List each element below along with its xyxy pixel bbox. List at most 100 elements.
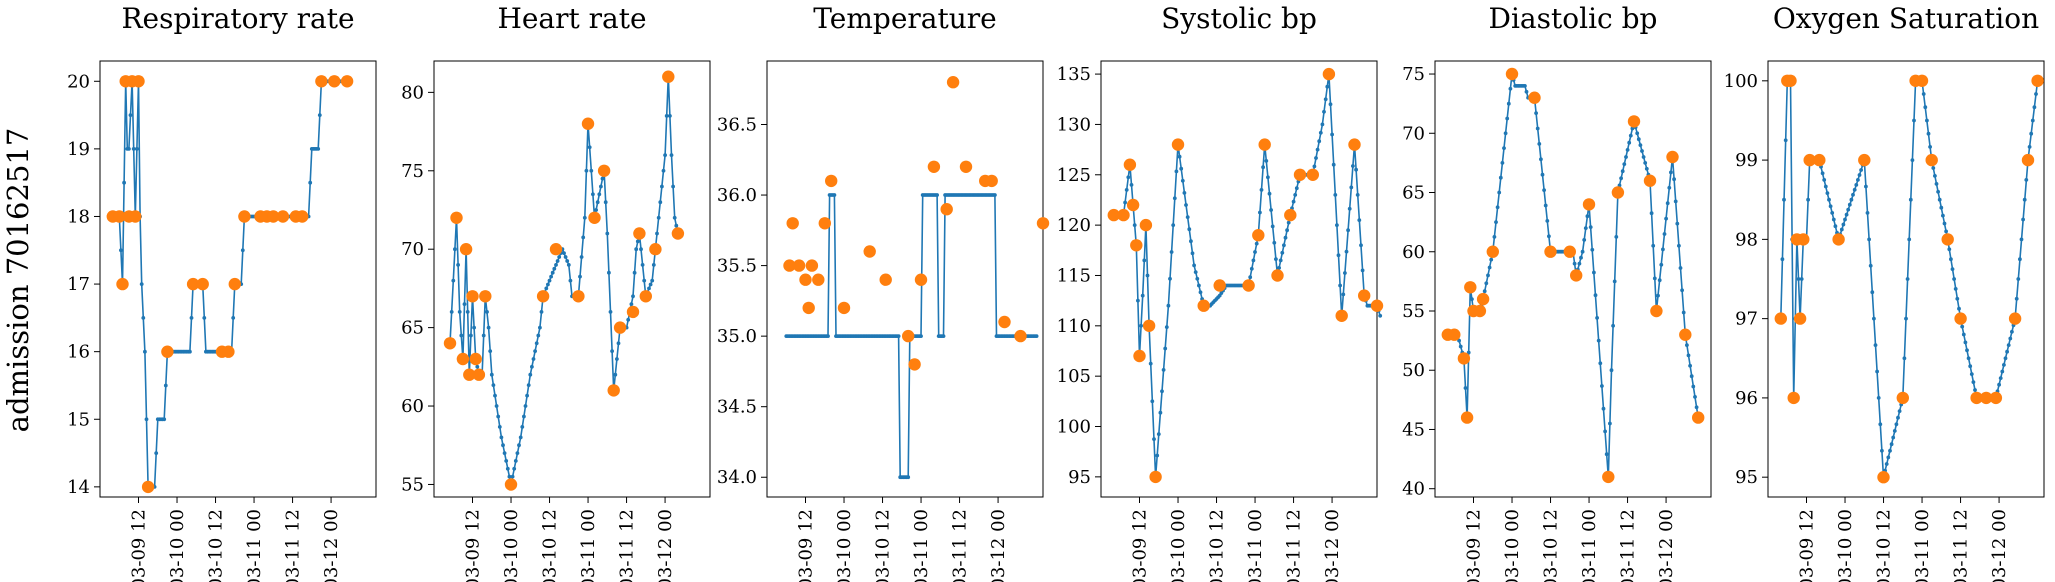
- series-marker: [1839, 227, 1844, 232]
- series-marker: [1333, 193, 1338, 197]
- series-marker: [1251, 258, 1256, 263]
- series-marker: [1694, 405, 1699, 410]
- series-marker: [1494, 220, 1498, 225]
- series-marker: [1545, 219, 1550, 223]
- series-marker: [162, 417, 167, 422]
- series-marker: [499, 435, 504, 440]
- observed-point: [607, 384, 620, 397]
- observed-point: [792, 259, 806, 272]
- series-marker: [1908, 197, 1913, 202]
- series-marker: [2014, 296, 2019, 301]
- observed-point: [1306, 168, 1320, 181]
- series-marker: [188, 349, 192, 354]
- observed-point: [1473, 304, 1487, 318]
- series-marker: [1965, 348, 1969, 353]
- series-marker: [1971, 380, 1976, 384]
- x-tick-label: 03-11 12: [950, 509, 971, 582]
- panel-title: Temperature: [813, 2, 996, 35]
- series-marker: [1799, 277, 1804, 281]
- series-marker: [1506, 101, 1511, 106]
- axes-frame: [433, 60, 711, 498]
- x-tick-label: 03-09 12: [1797, 509, 1818, 582]
- series-marker: [607, 270, 611, 275]
- series-marker: [568, 278, 573, 283]
- series-marker: [1497, 190, 1502, 195]
- series-marker: [1320, 122, 1325, 127]
- series-marker: [608, 310, 613, 314]
- series-marker: [1540, 172, 1545, 177]
- series-marker: [1665, 201, 1670, 206]
- series-marker: [1248, 275, 1253, 280]
- observed-point: [1464, 281, 1477, 294]
- series-marker: [1830, 211, 1835, 215]
- x-tick-label: 03-12 00: [655, 509, 676, 582]
- series-marker: [1652, 276, 1657, 281]
- x-tick-label: 03-09 12: [1464, 509, 1485, 582]
- series-marker: [1312, 164, 1317, 169]
- series-marker: [1583, 226, 1588, 231]
- series-marker: [669, 153, 674, 158]
- observed-point: [1954, 312, 1967, 325]
- series-marker: [531, 357, 536, 361]
- series-marker: [1640, 149, 1644, 153]
- series-marker: [1270, 224, 1275, 229]
- series-marker: [163, 383, 168, 388]
- series-marker: [1585, 214, 1590, 219]
- series-marker: [1651, 243, 1656, 248]
- series-marker: [1179, 166, 1184, 171]
- series-marker: [1894, 422, 1899, 427]
- series-marker: [520, 425, 525, 429]
- series-marker: [544, 286, 549, 291]
- observed-point: [463, 368, 476, 381]
- series-marker: [1590, 247, 1595, 252]
- series-marker: [1524, 89, 1529, 94]
- observed-point: [504, 478, 518, 491]
- y-tick-label: 34.5: [717, 397, 757, 418]
- series-marker: [660, 184, 664, 189]
- series-marker: [316, 147, 321, 151]
- observed-point: [129, 210, 142, 223]
- series-marker: [1649, 211, 1654, 216]
- series-marker: [587, 145, 592, 150]
- series-marker: [1831, 217, 1836, 222]
- observed-point: [1611, 186, 1625, 199]
- series-marker: [517, 443, 521, 448]
- series-marker: [1500, 161, 1505, 165]
- series-marker: [1197, 283, 1201, 288]
- observed-point: [639, 290, 652, 303]
- observed-point: [479, 290, 492, 303]
- series-marker: [2008, 336, 2013, 341]
- series-marker: [642, 278, 647, 283]
- y-tick-label: 15: [67, 409, 90, 430]
- panel-1: Heart rate 55 60 65 70 75 80 03-09 12 03-10 00 03…: [401, 2, 711, 582]
- series-marker: [1884, 462, 1889, 466]
- series-marker: [1274, 257, 1278, 261]
- y-tick-label: 35.5: [717, 256, 757, 277]
- observed-point: [1692, 411, 1705, 424]
- series-marker: [1852, 187, 1857, 192]
- series-marker: [1857, 173, 1862, 177]
- series-marker: [1619, 176, 1623, 181]
- observed-point: [825, 174, 838, 188]
- series-marker: [557, 255, 562, 259]
- series-marker: [599, 184, 603, 189]
- series-marker: [1278, 258, 1283, 263]
- series-marker: [475, 364, 480, 369]
- series-marker: [1641, 155, 1646, 159]
- series-marker: [1782, 197, 1786, 202]
- y-tick-label: 96: [1735, 388, 1758, 409]
- series-marker: [489, 372, 494, 377]
- series-marker: [533, 349, 537, 353]
- series-marker: [1933, 174, 1937, 178]
- series-marker: [1484, 281, 1489, 286]
- y-tick-label: 70: [401, 239, 424, 260]
- series-marker: [1351, 164, 1355, 168]
- series-marker: [493, 393, 497, 398]
- series-marker: [549, 274, 553, 279]
- series-marker: [119, 248, 123, 253]
- series-marker: [1457, 338, 1461, 343]
- series-marker: [1155, 453, 1160, 458]
- series-marker: [1572, 261, 1577, 266]
- observed-point: [328, 75, 341, 88]
- series-marker: [1950, 267, 1955, 271]
